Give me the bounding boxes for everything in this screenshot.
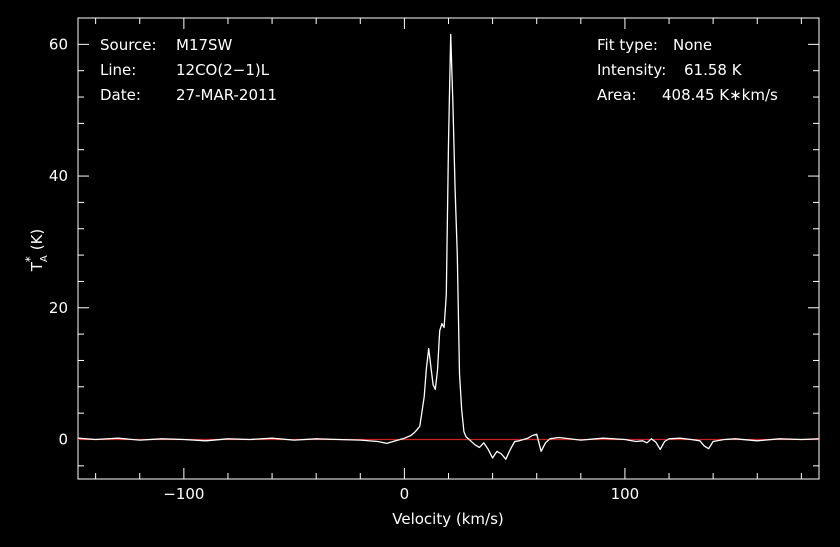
info-left: Source: M17SW Line: 12CO(2−1)L Date: 27-… bbox=[100, 36, 277, 104]
info-date-key: Date: bbox=[100, 86, 141, 104]
info-fit-type-key: Fit type: bbox=[597, 36, 658, 54]
y-axis-label-base: T bbox=[28, 261, 46, 272]
info-fit-type-value: None bbox=[673, 36, 712, 54]
y-axis-label-sup: * bbox=[23, 256, 37, 262]
axis-tick-labels: −100 0 100 0 20 40 60 bbox=[49, 35, 639, 503]
info-intensity-value: 61.58 K bbox=[684, 61, 743, 79]
info-right: Fit type: None Intensity: 61.58 K Area: … bbox=[597, 36, 778, 104]
x-tick-label: 0 bbox=[400, 485, 410, 503]
y-tick-label: 20 bbox=[49, 299, 68, 317]
info-date-value: 27-MAR-2011 bbox=[176, 86, 277, 104]
y-tick-label: 0 bbox=[58, 430, 68, 448]
x-axis-label: Velocity (km/s) bbox=[392, 510, 503, 528]
y-axis-label-unit: (K) bbox=[28, 229, 46, 251]
svg-text:TA*(K): TA* (K) bbox=[23, 229, 50, 273]
y-tick-label: 40 bbox=[49, 167, 68, 185]
info-area-key: Area: bbox=[597, 86, 637, 104]
info-source-value: M17SW bbox=[176, 36, 233, 54]
info-line-value: 12CO(2−1)L bbox=[176, 61, 270, 79]
info-source-key: Source: bbox=[100, 36, 157, 54]
y-axis-label-sub: A bbox=[39, 255, 50, 262]
info-area-value: 408.45 K∗km/s bbox=[662, 86, 778, 104]
y-axis-label: TA* (K) bbox=[23, 229, 50, 273]
x-tick-label: 100 bbox=[611, 485, 640, 503]
y-tick-label: 60 bbox=[49, 35, 68, 53]
x-tick-label: −100 bbox=[163, 485, 204, 503]
info-line-key: Line: bbox=[100, 61, 136, 79]
series-line bbox=[77, 33, 820, 460]
info-intensity-key: Intensity: bbox=[597, 61, 666, 79]
